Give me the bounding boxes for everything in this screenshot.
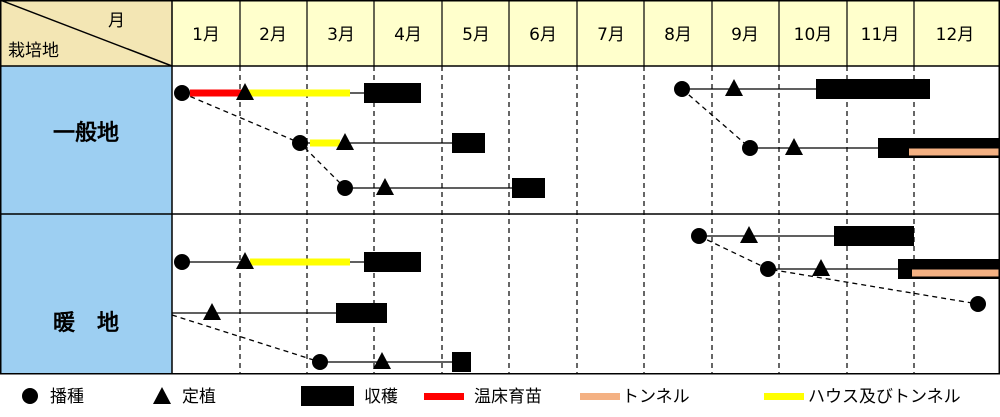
month-label-8: 8月: [664, 25, 692, 45]
sowing-circle: [174, 254, 190, 270]
harvest-bar: [452, 133, 485, 153]
planting-triangle: [725, 79, 743, 96]
legend-planting-label: 定植: [182, 387, 216, 407]
month-label-3: 3月: [327, 25, 355, 45]
region-label-general: 一般地: [53, 120, 119, 146]
month-label-4: 4月: [394, 25, 422, 45]
planting-triangle: [236, 252, 254, 269]
legend-house-label: ハウス及びトンネル: [808, 387, 961, 407]
legend-hotbed-symbol: [424, 393, 464, 400]
succession-dashed-line: [171, 314, 321, 363]
legend-house-symbol: [764, 393, 804, 400]
house-band: [246, 89, 350, 97]
planting-triangle: [203, 303, 221, 320]
month-label-1: 1月: [192, 25, 220, 45]
region-cell-warm: [0, 214, 172, 374]
corner-diagonal: [0, 0, 173, 67]
harvest-bar: [512, 178, 545, 198]
harvest-bar: [834, 226, 914, 246]
harvest-bar: [816, 79, 930, 99]
planting-triangle: [336, 133, 354, 150]
legend-hotbed-label: 温床育苗: [474, 387, 542, 407]
month-label-6: 6月: [529, 25, 557, 45]
legend: 播種 定植 収穫 温床育苗 トンネル ハウス及びトンネル: [22, 386, 961, 407]
succession-dashed-line: [681, 88, 751, 149]
region-label-warm: 暖 地: [53, 311, 119, 336]
legend-tunnel-label: トンネル: [622, 387, 690, 407]
sowing-circle: [292, 135, 308, 151]
hotbed-band: [190, 89, 243, 97]
month-label-12: 12月: [936, 25, 975, 45]
month-label-7: 7月: [597, 25, 625, 45]
harvest-bar: [452, 352, 471, 372]
harvest-bar: [336, 303, 387, 323]
month-header-row: 1月 2月 3月 4月 5月 6月 7月 8月 9月 10月 11月 12月: [192, 25, 974, 45]
sowing-circle: [312, 354, 328, 370]
sowing-circle: [174, 85, 190, 101]
legend-planting-symbol: [153, 387, 171, 404]
planting-triangle: [373, 352, 391, 369]
planting-triangle: [785, 138, 803, 155]
schedule-marks: [171, 79, 1000, 372]
corner-month-label: 月: [108, 11, 125, 31]
house-band: [250, 258, 350, 266]
region-cell-general: [0, 66, 172, 214]
sowing-circle: [970, 296, 986, 312]
planting-triangle: [740, 226, 758, 243]
month-label-2: 2月: [259, 25, 287, 45]
house-band: [310, 139, 340, 147]
harvest-bar: [364, 252, 421, 272]
month-label-9: 9月: [731, 25, 759, 45]
tunnel-band: [912, 269, 1000, 277]
legend-harvest-label: 収穫: [364, 387, 398, 407]
legend-harvest-symbol: [301, 386, 354, 406]
legend-sowing-symbol: [22, 388, 38, 404]
sowing-circle: [691, 228, 707, 244]
legend-tunnel-symbol: [580, 393, 620, 400]
harvest-bar: [364, 83, 421, 103]
legend-sowing-label: 播種: [50, 387, 84, 407]
sowing-circle: [742, 140, 758, 156]
sowing-circle: [760, 261, 776, 277]
planting-triangle: [236, 83, 254, 100]
planting-triangle: [376, 178, 394, 195]
month-label-11: 11月: [861, 25, 900, 45]
sowing-circle: [674, 81, 690, 97]
planting-triangle: [812, 259, 830, 276]
table-border: [0, 0, 1000, 375]
tunnel-band: [909, 148, 1000, 156]
corner-region-label: 栽培地: [8, 41, 59, 61]
sowing-circle: [337, 180, 353, 196]
month-label-5: 5月: [462, 25, 490, 45]
month-label-10: 10月: [794, 25, 833, 45]
